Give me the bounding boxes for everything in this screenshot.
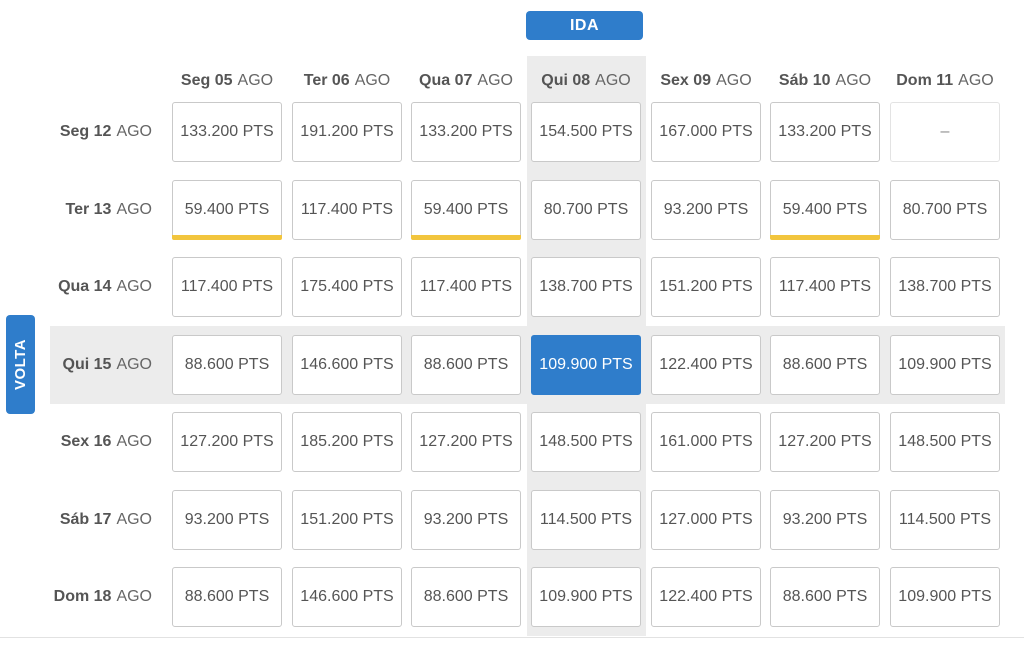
- fare-cell[interactable]: 93.200 PTS: [411, 490, 521, 550]
- row-header-month: AGO: [116, 588, 152, 605]
- fare-cell[interactable]: 138.700 PTS: [531, 257, 641, 317]
- fare-cell[interactable]: 175.400 PTS: [292, 257, 402, 317]
- fare-cell[interactable]: 88.600 PTS: [770, 335, 880, 395]
- row-header-day: Qui 15: [62, 356, 112, 373]
- column-header-month: AGO: [595, 72, 631, 89]
- fare-cell[interactable]: 117.400 PTS: [172, 257, 282, 317]
- row-header-month: AGO: [116, 356, 152, 373]
- fare-cell[interactable]: 109.900 PTS: [531, 567, 641, 627]
- fare-cell[interactable]: 151.200 PTS: [292, 490, 402, 550]
- fare-cell[interactable]: 127.200 PTS: [172, 412, 282, 472]
- column-header-outbound-date: Sex 09 AGO: [646, 70, 766, 92]
- fare-cell[interactable]: 80.700 PTS: [890, 180, 1000, 240]
- row-header-month: AGO: [116, 433, 152, 450]
- row-header-return-date: Sáb 17 AGO: [20, 490, 152, 550]
- column-header-day: Sex 09: [660, 72, 712, 89]
- column-header-outbound-date: Qua 07 AGO: [406, 70, 526, 92]
- column-header-day: Qua 07: [419, 72, 473, 89]
- fare-cell[interactable]: 146.600 PTS: [292, 567, 402, 627]
- fare-cell[interactable]: 148.500 PTS: [531, 412, 641, 472]
- row-header-day: Sáb 17: [59, 511, 112, 528]
- fare-cell[interactable]: 80.700 PTS: [531, 180, 641, 240]
- column-header-month: AGO: [354, 72, 391, 89]
- fare-cell[interactable]: 151.200 PTS: [651, 257, 761, 317]
- fare-cell-best-price[interactable]: 59.400 PTS: [770, 180, 880, 240]
- row-header-day: Sex 16: [60, 433, 112, 450]
- fare-cell[interactable]: 191.200 PTS: [292, 102, 402, 162]
- column-header-month: AGO: [958, 72, 994, 89]
- fare-cell[interactable]: 117.400 PTS: [770, 257, 880, 317]
- fare-cell[interactable]: 122.400 PTS: [651, 567, 761, 627]
- row-header-month: AGO: [116, 201, 152, 218]
- fare-cell[interactable]: 117.400 PTS: [292, 180, 402, 240]
- row-header-return-date: Qui 15 AGO: [20, 335, 152, 395]
- fare-cell-unavailable: –: [890, 102, 1000, 162]
- fare-cell[interactable]: 161.000 PTS: [651, 412, 761, 472]
- column-header-outbound-date: Ter 06 AGO: [287, 70, 407, 92]
- row-header-return-date: Seg 12 AGO: [20, 102, 152, 162]
- fare-cell[interactable]: 133.200 PTS: [770, 102, 880, 162]
- fare-cell[interactable]: 154.500 PTS: [531, 102, 641, 162]
- fare-cell[interactable]: 109.900 PTS: [890, 567, 1000, 627]
- row-header-return-date: Sex 16 AGO: [20, 412, 152, 472]
- fare-cell[interactable]: 114.500 PTS: [890, 490, 1000, 550]
- fare-cell[interactable]: 127.200 PTS: [411, 412, 521, 472]
- fare-cell[interactable]: 88.600 PTS: [172, 335, 282, 395]
- row-header-month: AGO: [116, 123, 152, 140]
- bottom-divider: [0, 637, 1024, 638]
- fare-cell[interactable]: 88.600 PTS: [770, 567, 880, 627]
- fare-cell[interactable]: 138.700 PTS: [890, 257, 1000, 317]
- ida-outbound-label: IDA: [526, 11, 643, 40]
- column-header-day: Ter 06: [303, 72, 350, 89]
- column-header-month: AGO: [835, 72, 872, 89]
- fare-cell[interactable]: 93.200 PTS: [172, 490, 282, 550]
- fare-cell[interactable]: 93.200 PTS: [651, 180, 761, 240]
- fare-cell[interactable]: 88.600 PTS: [172, 567, 282, 627]
- column-header-month: AGO: [477, 72, 513, 89]
- fare-cell[interactable]: 127.000 PTS: [651, 490, 761, 550]
- row-header-day: Qua 14: [58, 278, 112, 295]
- column-header-outbound-date: Seg 05 AGO: [167, 70, 287, 92]
- fare-cell[interactable]: 148.500 PTS: [890, 412, 1000, 472]
- row-header-month: AGO: [116, 511, 152, 528]
- fare-cell-selected[interactable]: 109.900 PTS: [531, 335, 641, 395]
- fare-cell[interactable]: 88.600 PTS: [411, 335, 521, 395]
- fare-cell[interactable]: 88.600 PTS: [411, 567, 521, 627]
- column-header-day: Sáb 10: [778, 72, 831, 89]
- fare-cell[interactable]: 109.900 PTS: [890, 335, 1000, 395]
- column-header-day: Seg 05: [180, 72, 233, 89]
- fare-cell-best-price[interactable]: 59.400 PTS: [411, 180, 521, 240]
- fare-cell[interactable]: 114.500 PTS: [531, 490, 641, 550]
- fare-cell[interactable]: 185.200 PTS: [292, 412, 402, 472]
- fare-cell[interactable]: 146.600 PTS: [292, 335, 402, 395]
- fare-cell[interactable]: 133.200 PTS: [411, 102, 521, 162]
- fare-cell[interactable]: 122.400 PTS: [651, 335, 761, 395]
- fare-cell-best-price[interactable]: 59.400 PTS: [172, 180, 282, 240]
- row-header-day: Seg 12: [59, 123, 112, 140]
- column-header-month: AGO: [716, 72, 752, 89]
- column-header-month: AGO: [237, 72, 274, 89]
- fare-cell[interactable]: 167.000 PTS: [651, 102, 761, 162]
- row-header-day: Ter 13: [65, 201, 112, 218]
- row-header-return-date: Qua 14 AGO: [20, 257, 152, 317]
- column-header-day: Dom 11: [896, 72, 954, 89]
- fare-cell[interactable]: 117.400 PTS: [411, 257, 521, 317]
- column-header-day: Qui 08: [541, 72, 591, 89]
- fare-cell[interactable]: 133.200 PTS: [172, 102, 282, 162]
- column-header-outbound-date: Sáb 10 AGO: [765, 70, 885, 92]
- fare-cell[interactable]: 127.200 PTS: [770, 412, 880, 472]
- fare-cell[interactable]: 93.200 PTS: [770, 490, 880, 550]
- column-header-outbound-date: Dom 11 AGO: [885, 70, 1005, 92]
- volta-return-label: VOLTA: [6, 315, 35, 414]
- row-header-month: AGO: [116, 278, 152, 295]
- row-header-return-date: Ter 13 AGO: [20, 180, 152, 240]
- row-header-day: Dom 18: [53, 588, 112, 605]
- row-header-return-date: Dom 18 AGO: [20, 567, 152, 627]
- column-header-outbound-date: Qui 08 AGO: [526, 70, 646, 92]
